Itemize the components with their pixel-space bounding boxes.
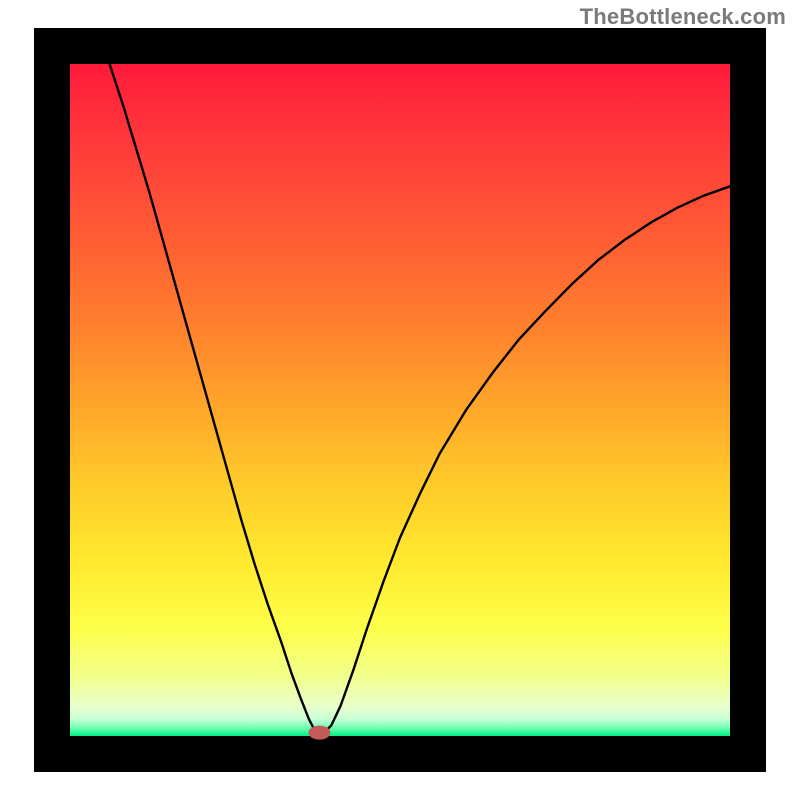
chart-container: TheBottleneck.com (0, 0, 800, 800)
optimal-point-marker (308, 726, 330, 740)
plot-background (70, 64, 730, 736)
bottleneck-chart (0, 0, 800, 800)
